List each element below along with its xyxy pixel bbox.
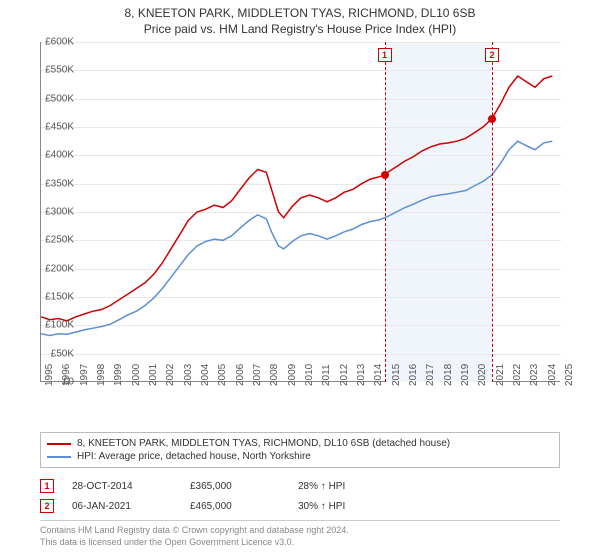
chart-area: 12 £0£50K£100K£150K£200K£250K£300K£350K£…	[40, 42, 600, 422]
sale-marker-dot	[488, 115, 496, 123]
legend-swatch	[47, 443, 71, 445]
xtick-label: 2019	[460, 364, 471, 386]
sale-marker-2: 2	[40, 499, 54, 513]
ytick-label: £350K	[24, 178, 74, 189]
ytick-label: £200K	[24, 263, 74, 274]
legend-label: HPI: Average price, detached house, Nort…	[77, 451, 311, 462]
xtick-label: 2010	[304, 364, 315, 386]
sale-row: 1 28-OCT-2014 £365,000 28% ↑ HPI	[40, 476, 560, 496]
xtick-label: 1999	[113, 364, 124, 386]
sale-row: 2 06-JAN-2021 £465,000 30% ↑ HPI	[40, 496, 560, 516]
xtick-label: 2025	[564, 364, 575, 386]
ytick-label: £450K	[24, 122, 74, 133]
ytick-label: £100K	[24, 320, 74, 331]
xtick-label: 2007	[252, 364, 263, 386]
xtick-label: 2024	[547, 364, 558, 386]
footer-attribution: Contains HM Land Registry data © Crown c…	[40, 520, 560, 548]
ytick-label: £300K	[24, 207, 74, 218]
xtick-label: 2012	[339, 364, 350, 386]
footer-line2: This data is licensed under the Open Gov…	[40, 537, 560, 549]
footer-line1: Contains HM Land Registry data © Crown c…	[40, 525, 560, 537]
ytick-label: £50K	[24, 348, 74, 359]
xtick-label: 2009	[287, 364, 298, 386]
title-line1: 8, KNEETON PARK, MIDDLETON TYAS, RICHMON…	[0, 6, 600, 20]
ytick-label: £150K	[24, 292, 74, 303]
xtick-label: 1997	[79, 364, 90, 386]
sale-marker-box-1: 1	[378, 48, 392, 62]
sale-marker-1: 1	[40, 479, 54, 493]
series-line-hpi	[41, 141, 552, 335]
ytick-label: £400K	[24, 150, 74, 161]
xtick-label: 2001	[148, 364, 159, 386]
sale-marker-line	[385, 42, 386, 382]
ytick-label: £600K	[24, 37, 74, 48]
xtick-label: 1995	[44, 364, 55, 386]
xtick-label: 2021	[495, 364, 506, 386]
sale-diff: 28% ↑ HPI	[298, 481, 388, 492]
sale-marker-dot	[381, 171, 389, 179]
ytick-label: £550K	[24, 65, 74, 76]
xtick-label: 2013	[356, 364, 367, 386]
xtick-label: 2015	[391, 364, 402, 386]
legend-item-hpi: HPI: Average price, detached house, Nort…	[47, 450, 553, 463]
sales-table: 1 28-OCT-2014 £365,000 28% ↑ HPI 2 06-JA…	[40, 476, 560, 516]
sale-diff: 30% ↑ HPI	[298, 501, 388, 512]
sale-marker-box-2: 2	[485, 48, 499, 62]
xtick-label: 1996	[61, 364, 72, 386]
xtick-label: 2002	[165, 364, 176, 386]
sale-date: 28-OCT-2014	[72, 481, 172, 492]
ytick-label: £250K	[24, 235, 74, 246]
xtick-label: 2023	[529, 364, 540, 386]
sale-price: £465,000	[190, 501, 280, 512]
xtick-label: 2020	[477, 364, 488, 386]
xtick-label: 2016	[408, 364, 419, 386]
xtick-label: 1998	[96, 364, 107, 386]
xtick-label: 2011	[321, 364, 332, 386]
legend: 8, KNEETON PARK, MIDDLETON TYAS, RICHMON…	[40, 432, 560, 468]
line-chart-svg	[41, 42, 561, 382]
xtick-label: 2004	[200, 364, 211, 386]
title-line2: Price paid vs. HM Land Registry's House …	[0, 22, 600, 36]
xtick-label: 2006	[235, 364, 246, 386]
xtick-label: 2022	[512, 364, 523, 386]
plot-region: 12	[40, 42, 560, 382]
series-line-property	[41, 76, 552, 321]
sale-price: £365,000	[190, 481, 280, 492]
xtick-label: 2017	[425, 364, 436, 386]
xtick-label: 2018	[443, 364, 454, 386]
legend-item-property: 8, KNEETON PARK, MIDDLETON TYAS, RICHMON…	[47, 437, 553, 450]
legend-label: 8, KNEETON PARK, MIDDLETON TYAS, RICHMON…	[77, 438, 450, 449]
xtick-label: 2003	[183, 364, 194, 386]
ytick-label: £500K	[24, 93, 74, 104]
sale-marker-line	[492, 42, 493, 382]
sale-date: 06-JAN-2021	[72, 501, 172, 512]
chart-title-block: 8, KNEETON PARK, MIDDLETON TYAS, RICHMON…	[0, 0, 600, 38]
xtick-label: 2014	[373, 364, 384, 386]
xtick-label: 2005	[217, 364, 228, 386]
xtick-label: 2008	[269, 364, 280, 386]
xtick-label: 2000	[131, 364, 142, 386]
legend-swatch	[47, 456, 71, 458]
